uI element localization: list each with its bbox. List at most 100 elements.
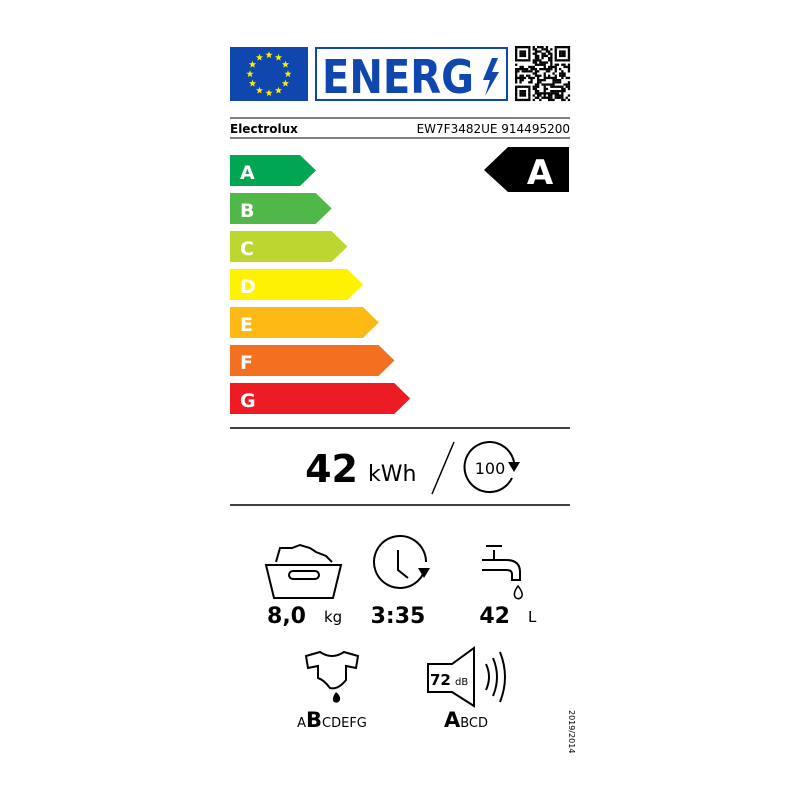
qr-module bbox=[545, 54, 549, 58]
qr-module bbox=[565, 76, 568, 80]
qr-module bbox=[554, 68, 557, 71]
qr-module bbox=[550, 52, 553, 55]
qr-module bbox=[567, 48, 571, 51]
qr-module bbox=[515, 74, 518, 77]
qr-module bbox=[550, 85, 553, 88]
qr-module bbox=[545, 76, 549, 80]
qr-module bbox=[515, 98, 518, 102]
star bbox=[255, 86, 264, 94]
qr-module bbox=[534, 68, 538, 71]
qr-module bbox=[548, 50, 551, 53]
qr-module bbox=[567, 98, 571, 102]
qr-module bbox=[554, 59, 557, 62]
qr-module bbox=[561, 46, 564, 49]
qr-module bbox=[539, 59, 542, 62]
qr-module bbox=[537, 79, 540, 82]
qr-module bbox=[521, 70, 524, 73]
qr-module bbox=[543, 94, 546, 97]
qr-module bbox=[515, 59, 518, 62]
capacity-value: 8,0 bbox=[267, 604, 306, 629]
qr-module bbox=[554, 90, 557, 93]
capacity-unit: kg bbox=[324, 608, 342, 626]
qr-module bbox=[543, 68, 546, 71]
qr-module bbox=[534, 83, 538, 86]
qr-module bbox=[543, 48, 546, 51]
qr-module bbox=[541, 48, 544, 51]
qr-module bbox=[534, 90, 538, 93]
qr-module bbox=[552, 92, 555, 95]
qr-module bbox=[519, 68, 522, 71]
qr-module bbox=[567, 54, 571, 58]
qr-module bbox=[550, 59, 553, 62]
qr-module bbox=[539, 98, 542, 102]
qr-module bbox=[532, 65, 535, 69]
qr-module bbox=[539, 61, 542, 64]
qr-module bbox=[528, 52, 531, 55]
qr-module bbox=[528, 65, 531, 69]
qr-module bbox=[528, 92, 531, 95]
qr-module bbox=[561, 94, 564, 97]
qr-module bbox=[545, 92, 549, 95]
qr-module bbox=[552, 98, 555, 102]
qr-module bbox=[559, 85, 562, 88]
qr-module bbox=[543, 85, 546, 88]
qr-module bbox=[565, 96, 568, 99]
qr-module bbox=[521, 74, 524, 77]
qr-module bbox=[559, 79, 562, 82]
qr-module bbox=[523, 46, 527, 49]
qr-module bbox=[537, 90, 540, 93]
qr-module bbox=[539, 74, 542, 77]
qr-module bbox=[550, 54, 553, 58]
qr-module bbox=[550, 90, 553, 93]
qr-module bbox=[521, 68, 524, 71]
class-part: A bbox=[297, 716, 306, 731]
qr-module bbox=[534, 50, 538, 53]
qr-module bbox=[515, 90, 518, 93]
qr-module bbox=[515, 94, 518, 97]
qr-module bbox=[537, 54, 540, 58]
qr-module bbox=[559, 54, 562, 58]
qr-module bbox=[532, 72, 535, 75]
qr-module bbox=[521, 46, 524, 49]
slash bbox=[431, 441, 455, 495]
qr-module bbox=[563, 50, 566, 53]
qr-module bbox=[556, 92, 560, 95]
qr-module bbox=[515, 92, 518, 95]
water-value: 42 bbox=[479, 604, 510, 629]
qr-module bbox=[521, 94, 524, 97]
qr-module bbox=[543, 63, 546, 66]
qr-module bbox=[537, 59, 540, 62]
qr-module bbox=[519, 92, 522, 95]
qr-module bbox=[519, 79, 522, 82]
qr-module bbox=[548, 83, 551, 86]
noise-unit: dB bbox=[455, 677, 468, 688]
qr-module bbox=[532, 46, 535, 49]
qr-module bbox=[565, 65, 568, 69]
class-letter: G bbox=[240, 390, 256, 412]
star bbox=[265, 89, 273, 97]
qr-module bbox=[517, 68, 520, 71]
qr-module bbox=[543, 87, 546, 91]
star bbox=[265, 51, 273, 59]
qr-module bbox=[567, 94, 571, 97]
qr-module bbox=[548, 92, 551, 95]
qr-module bbox=[545, 46, 549, 49]
qr-module bbox=[523, 54, 527, 58]
qr-module bbox=[521, 65, 524, 69]
qr-module bbox=[559, 68, 562, 71]
qr-module bbox=[515, 48, 518, 51]
qr-module bbox=[545, 61, 549, 64]
qr-module bbox=[554, 57, 557, 60]
qr-module bbox=[554, 46, 557, 49]
qr-module bbox=[563, 90, 566, 93]
qr-module bbox=[563, 52, 566, 55]
qr-module bbox=[515, 63, 518, 66]
qr-module bbox=[550, 65, 553, 69]
qr-module bbox=[523, 59, 527, 62]
qr-module bbox=[534, 74, 538, 77]
qr-module bbox=[515, 46, 518, 49]
qr-module bbox=[559, 52, 562, 55]
qr-module bbox=[567, 81, 571, 84]
qr-module bbox=[519, 59, 522, 62]
eu-stars bbox=[246, 51, 292, 97]
